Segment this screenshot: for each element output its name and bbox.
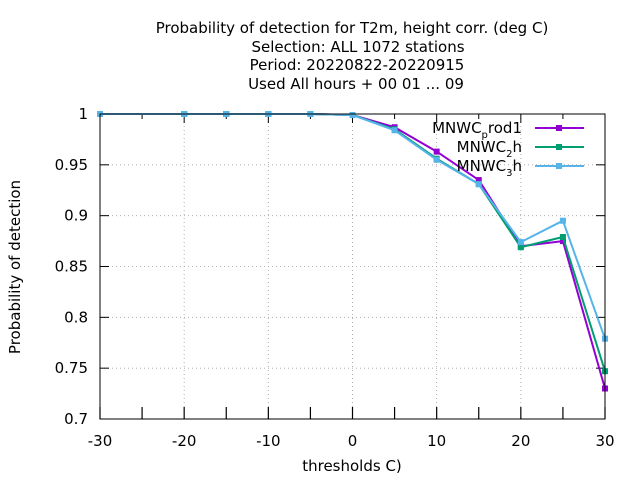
data-point — [391, 127, 398, 134]
legend-label: MNWCprod1 — [432, 119, 522, 141]
x-tick-label: -20 — [172, 432, 197, 450]
legend-marker — [556, 163, 562, 169]
y-tick-label: 0.95 — [55, 156, 88, 174]
chart-title: Probability of detection for T2m, height… — [156, 19, 549, 93]
title-line-4: Used All hours + 00 01 ... 09 — [248, 75, 464, 93]
data-point — [559, 217, 566, 224]
data-point — [559, 238, 566, 245]
x-tick-label: -30 — [88, 432, 113, 450]
title-line-3: Period: 20220822-20220915 — [250, 56, 465, 74]
x-tick-label: -10 — [256, 432, 281, 450]
legend-marker — [556, 144, 562, 150]
data-point — [475, 181, 482, 188]
data-point — [517, 244, 524, 251]
plot-frame — [99, 113, 606, 420]
y-tick-label: 0.85 — [55, 258, 88, 276]
legend-marker — [556, 125, 562, 131]
series-1 — [97, 111, 608, 392]
legend-label-rest: h — [512, 157, 522, 175]
legend-entry-3: MNWC3h — [457, 157, 584, 179]
x-tick-label: 30 — [595, 432, 614, 450]
legend-label: MNWC3h — [457, 157, 522, 179]
data-point — [433, 156, 440, 163]
y-axis-label: Probability of detection — [6, 180, 24, 354]
legend-entry-2: MNWC2h — [457, 138, 584, 160]
legend-label-rest: rod1 — [488, 119, 522, 137]
data-point — [517, 239, 524, 246]
y-tick-label: 0.8 — [64, 308, 88, 326]
series-line — [100, 113, 606, 389]
legend-label-base: MNWC — [457, 138, 506, 156]
data-point — [349, 112, 356, 119]
title-line-1: Probability of detection for T2m, height… — [156, 19, 549, 37]
title-line-2: Selection: ALL 1072 stations — [251, 38, 464, 56]
x-tick-label: 10 — [427, 432, 446, 450]
x-axis-label: thresholds C) — [302, 457, 402, 475]
y-tick-label: 0.7 — [64, 410, 88, 428]
legend-label-base: MNWC — [457, 157, 506, 175]
y-tick-label: 0.75 — [55, 359, 88, 377]
axis-ticks: 0.7 0.75 0.8 0.85 0.9 0.95 1 -30 -20 -10 0 10 20 30 — [55, 105, 615, 450]
legend-label-subscript: p — [482, 130, 488, 141]
data-point — [475, 177, 482, 184]
legend-label: MNWC2h — [457, 138, 522, 160]
y-tick-label: 0.9 — [64, 207, 88, 225]
x-tick-label: 0 — [348, 432, 358, 450]
y-tick-label: 1 — [78, 105, 88, 123]
legend-label-subscript: 3 — [506, 168, 512, 179]
legend-label-rest: h — [512, 138, 522, 156]
grid — [100, 114, 605, 419]
legend-label-subscript: 2 — [506, 149, 512, 160]
series-lines — [97, 111, 608, 392]
data-point — [433, 148, 440, 155]
legend-entry-1: MNWCprod1 — [432, 119, 584, 141]
data-point — [559, 234, 566, 241]
x-tick-label: 20 — [511, 432, 530, 450]
legend-label-base: MNWC — [432, 119, 481, 137]
